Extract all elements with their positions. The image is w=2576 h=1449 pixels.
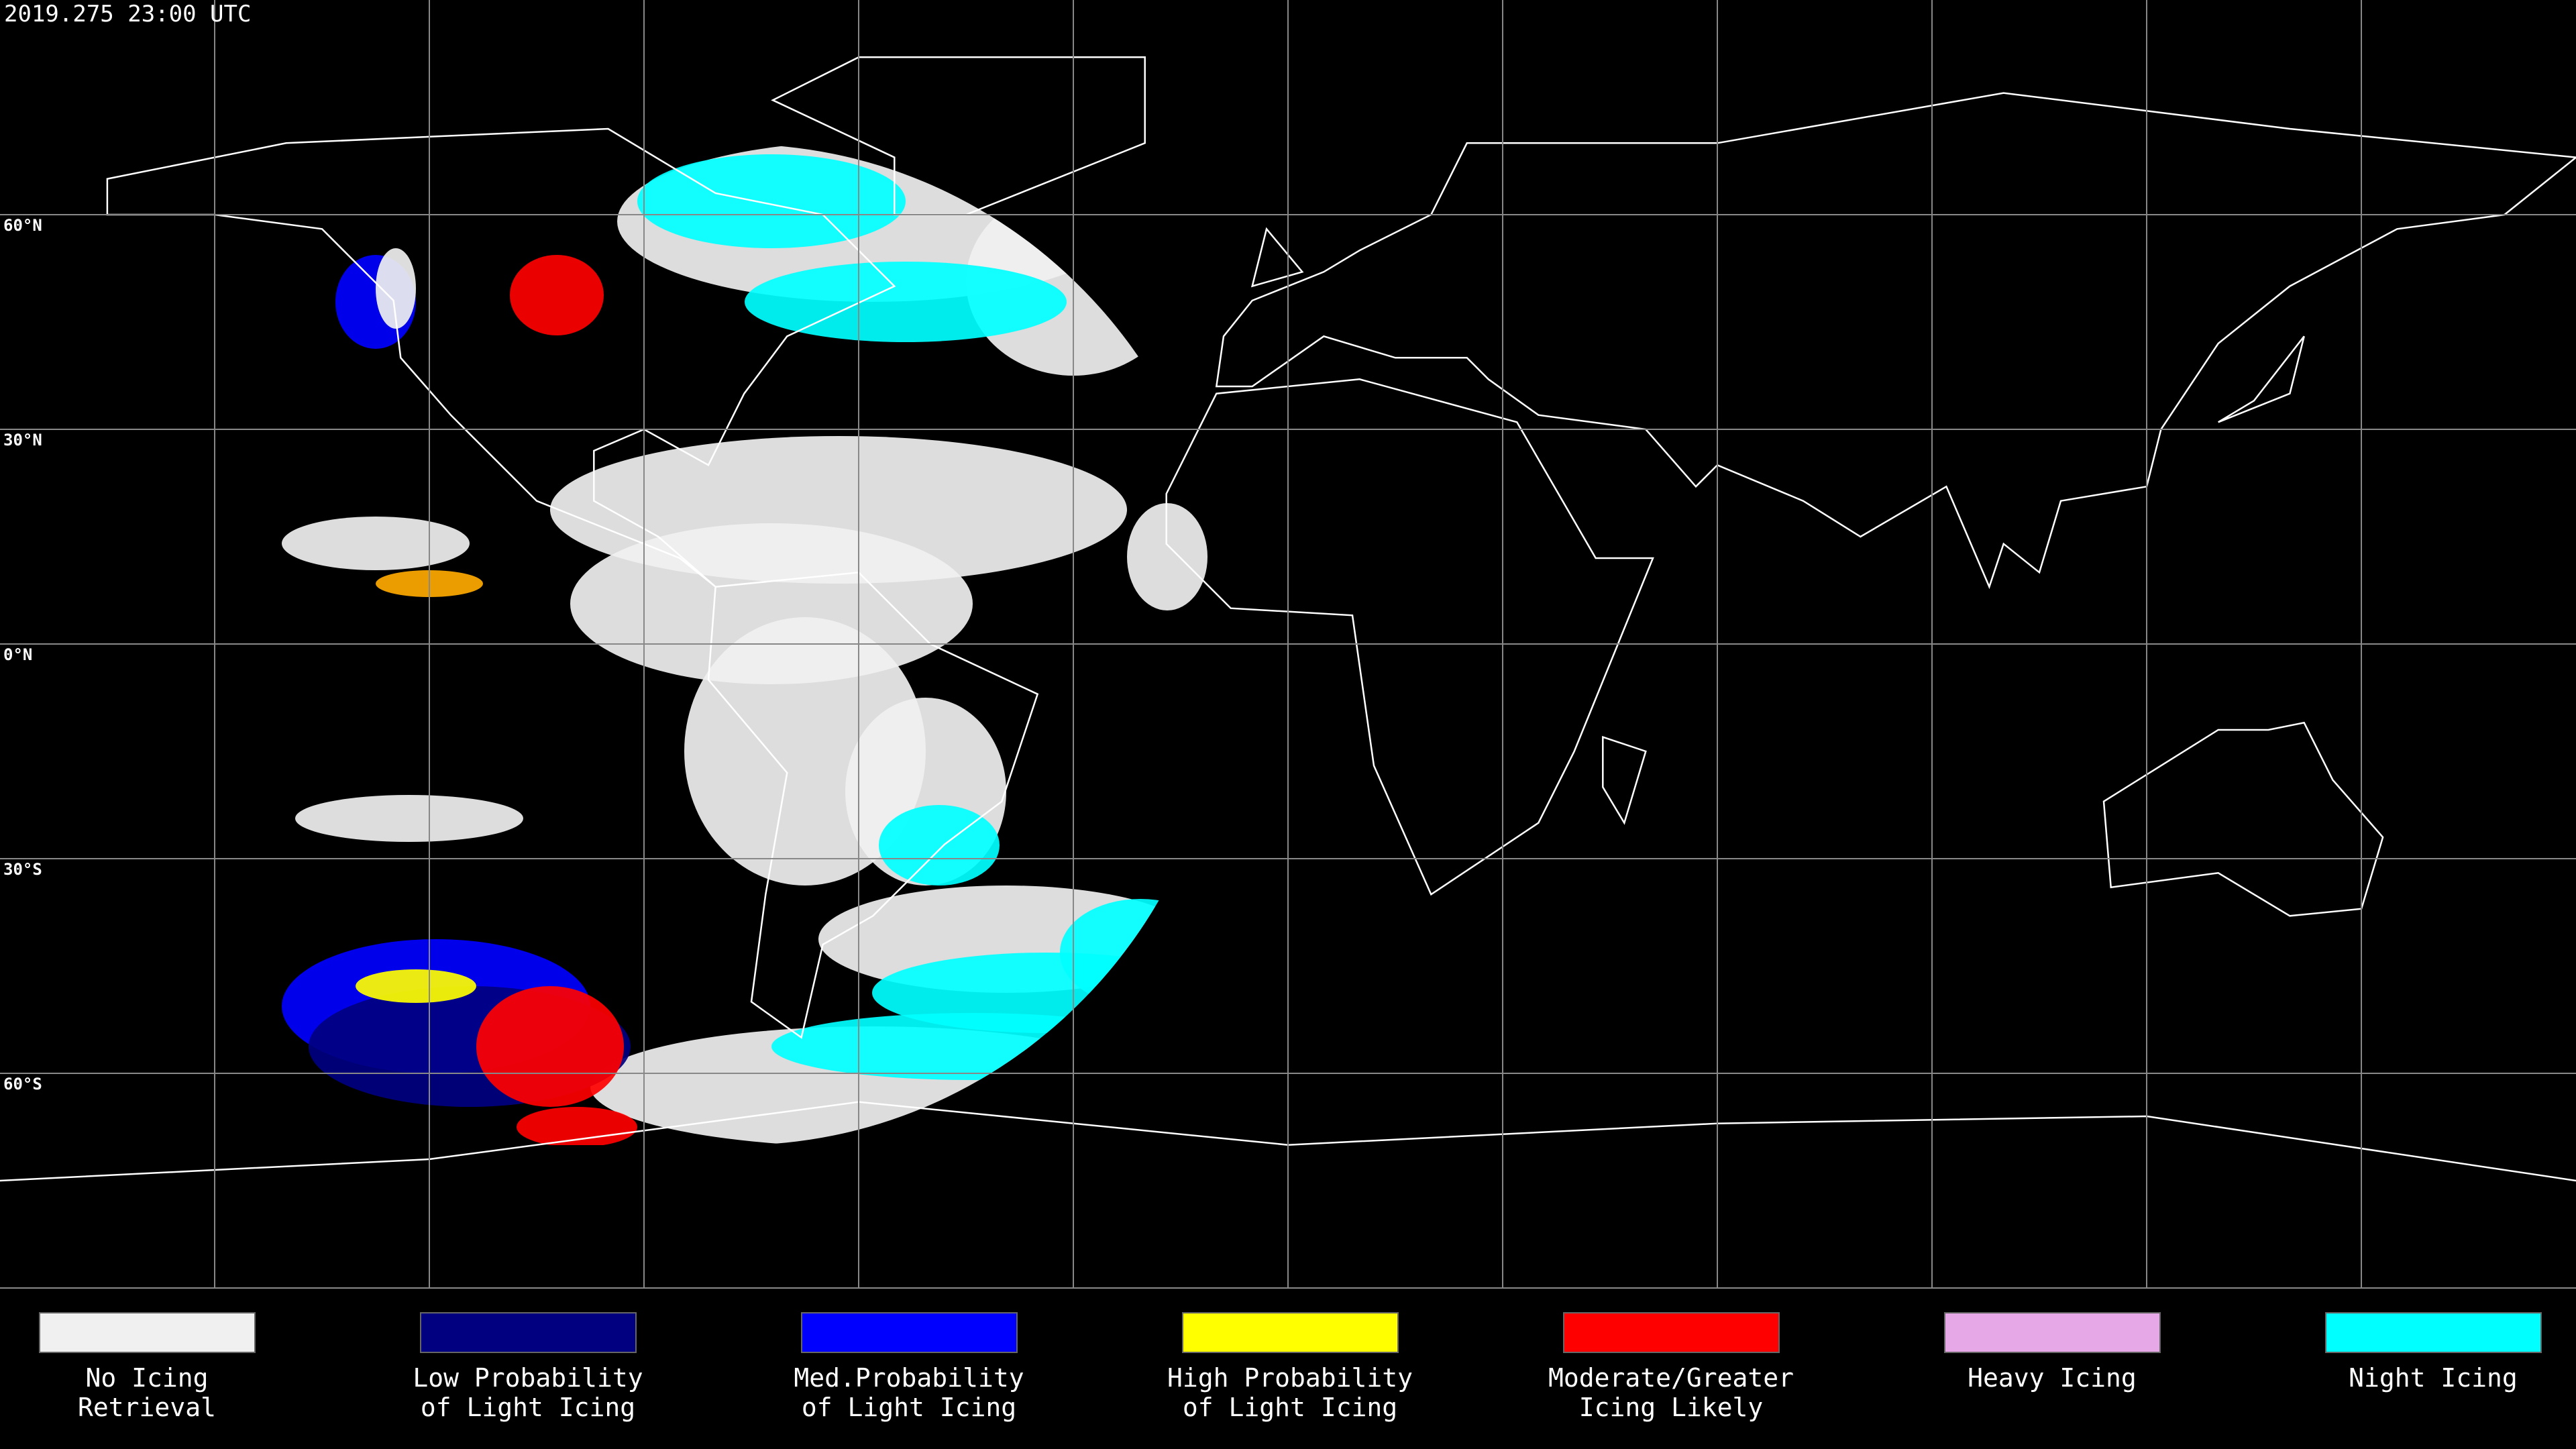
coastline (106, 127, 896, 588)
legend-label: High Probability (1167, 1363, 1413, 1393)
coastline (1602, 735, 1647, 825)
legend-swatch (420, 1312, 637, 1353)
legend-swatch (1182, 1312, 1399, 1353)
cloud (295, 795, 523, 842)
latitude-label: 60°N (3, 216, 42, 235)
coastline (2218, 335, 2305, 423)
cloud (476, 986, 624, 1107)
latitude-label: 60°S (3, 1075, 42, 1093)
coastline (1215, 92, 2576, 590)
cloud (745, 262, 1067, 342)
timestamp: 2019.275 23:00 UTC (4, 1, 251, 28)
legend-label: Med.Probability (794, 1363, 1024, 1393)
cloud (637, 154, 906, 248)
legend-label: Night Icing (2349, 1363, 2518, 1393)
latitude-label: 30°S (3, 860, 42, 879)
legend-label: Moderate/Greater (1548, 1363, 1794, 1393)
cloud (1127, 503, 1208, 610)
legend-label: of Light Icing (421, 1393, 635, 1422)
legend-label: Heavy Icing (1968, 1363, 2137, 1393)
coastline (707, 571, 1039, 1039)
cloud (517, 1107, 637, 1145)
cloud (356, 969, 476, 1003)
legend-label: Low Probability (413, 1363, 643, 1393)
coastline (1250, 227, 1304, 288)
legend-label: of Light Icing (802, 1393, 1016, 1422)
latitude-label: 0°N (3, 645, 32, 664)
legend-label: Retrieval (78, 1393, 216, 1422)
legend-swatch (39, 1312, 256, 1353)
legend-swatch (801, 1312, 1018, 1353)
cloud (510, 255, 604, 335)
coastline (2102, 721, 2384, 917)
legend-swatch (2325, 1312, 2542, 1353)
legend-label: Icing Likely (1579, 1393, 1764, 1422)
legend-swatch (1563, 1312, 1780, 1353)
cloud (376, 248, 416, 329)
cloud (282, 517, 470, 570)
coastline (1165, 378, 1654, 896)
legend-label: of Light Icing (1183, 1393, 1397, 1422)
legend-swatch (1944, 1312, 2161, 1353)
coastline (771, 56, 1146, 216)
legend-label: No Icing (85, 1363, 208, 1393)
graticule: 60°N 30°N 0°N 30°S 60°S (0, 0, 2576, 1289)
latitude-label: 30°N (3, 431, 42, 449)
